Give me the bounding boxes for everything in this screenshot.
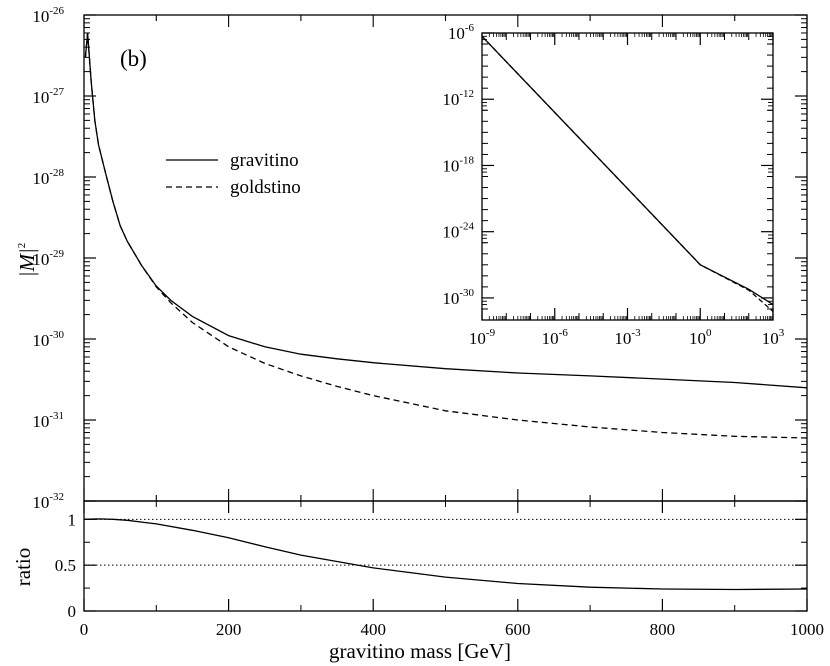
inset-x-tick-label-exp: -3 xyxy=(631,327,641,339)
inset-y-tick-label-exp: -30 xyxy=(459,287,474,299)
legend-label-gravitino: gravitino xyxy=(230,150,299,171)
ratio-tick-labels: 0 200 400 600 800 1000 0 0.5 1 xyxy=(55,510,824,639)
main-y-tick-label-base: 10 xyxy=(32,412,49,431)
inset-tick-labels: 10-9 10-6 10-3 100 10310-610-1210-1810-2410-… xyxy=(442,22,784,348)
ratio-x-tick-label: 600 xyxy=(505,620,531,639)
main-y-tick-label: 10-27 xyxy=(32,86,64,107)
y-axis-title-base: |M| xyxy=(15,248,39,277)
main-y-tick-label-base: 10 xyxy=(32,169,49,188)
main-series xyxy=(84,32,808,439)
ratio-x-tick-label: 1000 xyxy=(790,620,824,639)
main-ticks xyxy=(83,14,808,502)
main-y-tick-label-base: 10 xyxy=(32,7,49,26)
inset-panel: 10-9 10-6 10-3 100 10310-610-1210-1810-2410-… xyxy=(442,22,784,348)
inset-y-tick-label-exp: -18 xyxy=(459,154,474,166)
main-y-tick-label: 10-26 xyxy=(32,5,64,26)
inset-y-tick-label-exp: -24 xyxy=(459,221,474,233)
main-y-axis-title: |M|2 xyxy=(15,243,39,278)
inset-y-tick-label-exp: -12 xyxy=(459,88,474,100)
ratio-x-tick-label: 800 xyxy=(650,620,676,639)
inset-x-tick-label-exp: 0 xyxy=(706,327,712,339)
inset-y-tick-label-base: 10 xyxy=(448,24,465,43)
main-y-tick-label-exp: -31 xyxy=(49,410,64,422)
inset-y-tick-label-base: 10 xyxy=(442,90,459,109)
ratio-y-tick-label: 1 xyxy=(68,510,77,529)
inset-y-tick-label: 10-12 xyxy=(442,88,474,109)
inset-ticks xyxy=(481,32,774,321)
inset-x-tick-label-base: 10 xyxy=(689,329,706,348)
inset-series-line-goldstino xyxy=(481,35,774,312)
panel-label: (b) xyxy=(120,46,147,71)
main-y-tick-label-exp: -32 xyxy=(49,491,64,503)
ratio-y-tick-label: 0.5 xyxy=(55,556,76,575)
inset-series xyxy=(481,35,774,312)
ratio-ticks xyxy=(83,501,808,612)
ratio-y-tick-label: 0 xyxy=(68,602,77,621)
ratio-x-tick-label: 200 xyxy=(216,620,242,639)
inset-y-tick-label-base: 10 xyxy=(442,156,459,175)
ratio-series xyxy=(83,518,808,591)
main-y-tick-label-exp: -26 xyxy=(49,5,64,17)
inset-x-tick-label: 10-9 xyxy=(469,327,496,348)
inset-x-tick-label-exp: -6 xyxy=(559,327,569,339)
main-y-tick-label: 10-29 xyxy=(32,248,64,269)
inset-y-tick-label-exp: -6 xyxy=(465,22,475,34)
ratio-plot-frame xyxy=(83,500,808,612)
inset-plot-frame xyxy=(481,32,774,321)
ratio-panel: 0 200 400 600 800 1000 0 0.5 1 ratio gravitino m… xyxy=(11,500,824,663)
main-y-tick-label: 10-32 xyxy=(32,491,64,512)
main-y-tick-label: 10-31 xyxy=(32,410,64,431)
inset-x-tick-label-base: 10 xyxy=(469,329,486,348)
ratio-x-tick-label: 0 xyxy=(80,620,89,639)
inset-y-tick-label-base: 10 xyxy=(442,223,459,242)
inset-series-line-gravitino xyxy=(481,35,774,306)
inset-x-tick-label: 103 xyxy=(762,327,785,348)
inset-x-tick-label: 10-3 xyxy=(614,327,641,348)
main-y-tick-label-base: 10 xyxy=(32,250,49,269)
main-y-tick-label-exp: -27 xyxy=(49,86,64,98)
inset-y-tick-label-base: 10 xyxy=(442,289,459,308)
inset-x-tick-label-exp: -9 xyxy=(486,327,496,339)
series-line-goldstino xyxy=(84,32,808,439)
main-y-tick-label-exp: -29 xyxy=(49,248,64,260)
legend-label-goldstino: goldstino xyxy=(230,177,301,198)
ratio-series-line xyxy=(83,518,808,591)
main-y-tick-label-base: 10 xyxy=(32,493,49,512)
main-y-tick-label-base: 10 xyxy=(32,331,49,350)
inset-y-tick-label: 10-30 xyxy=(442,287,474,308)
main-y-tick-label-base: 10 xyxy=(32,88,49,107)
inset-x-tick-label-base: 10 xyxy=(762,329,779,348)
main-y-tick-label: 10-30 xyxy=(32,329,64,350)
ratio-x-tick-label: 400 xyxy=(360,620,386,639)
inset-x-tick-label: 10-6 xyxy=(542,327,569,348)
main-y-tick-label: 10-28 xyxy=(32,167,64,188)
x-axis-title: gravitino mass [GeV] xyxy=(329,639,511,663)
inset-y-tick-label: 10-24 xyxy=(442,221,474,242)
inset-x-tick-label-base: 10 xyxy=(614,329,631,348)
inset-y-tick-label: 10-18 xyxy=(442,154,474,175)
inset-x-tick-label: 100 xyxy=(689,327,712,348)
main-y-tick-label-exp: -30 xyxy=(49,329,64,341)
main-y-tick-label-exp: -28 xyxy=(49,167,64,179)
ratio-y-axis-title: ratio xyxy=(11,548,35,586)
inset-x-tick-label-base: 10 xyxy=(542,329,559,348)
inset-y-tick-label: 10-6 xyxy=(448,22,475,43)
inset-x-tick-label-exp: 3 xyxy=(779,327,785,339)
y-axis-title-exponent: 2 xyxy=(16,243,28,249)
legend: gravitino goldstino xyxy=(166,150,301,198)
